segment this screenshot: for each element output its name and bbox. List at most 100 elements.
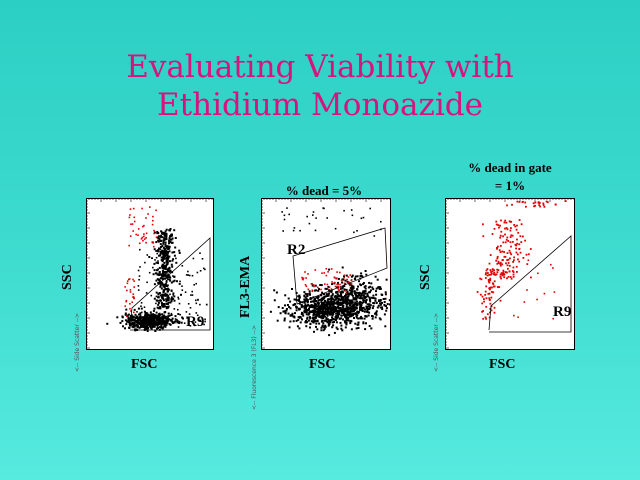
live-event <box>169 319 172 322</box>
live-event <box>341 306 344 309</box>
live-event <box>154 314 157 317</box>
dead-event <box>512 261 514 263</box>
live-event <box>326 318 329 321</box>
dead-event <box>305 285 308 288</box>
dead-event <box>145 237 147 239</box>
live-event <box>351 274 354 277</box>
plot3-title-line-1: % dead in gate <box>468 160 552 175</box>
live-event <box>311 284 314 287</box>
dead-event <box>496 255 499 258</box>
dead-event <box>140 238 143 240</box>
live-event <box>155 250 157 252</box>
live-event <box>167 297 169 300</box>
live-event <box>302 305 305 308</box>
live-event <box>145 326 148 329</box>
live-event <box>304 321 307 324</box>
dead-event <box>131 223 134 225</box>
live-event <box>329 297 332 300</box>
live-event <box>168 247 171 250</box>
live-event <box>159 243 162 246</box>
live-event <box>161 293 164 296</box>
dead-event <box>546 201 549 204</box>
live-event <box>159 284 162 287</box>
dead-event <box>132 278 134 281</box>
live-event <box>178 320 181 323</box>
dead-event <box>333 276 336 279</box>
live-event <box>165 300 168 303</box>
live-event <box>363 286 366 289</box>
live-event <box>359 305 362 308</box>
gate-region <box>292 227 388 305</box>
live-event <box>162 290 165 293</box>
dead-event <box>304 271 306 273</box>
live-event <box>177 308 179 311</box>
live-event <box>166 253 169 256</box>
live-event <box>157 296 159 299</box>
live-event <box>336 293 339 296</box>
live-event <box>366 303 369 306</box>
live-event <box>167 276 170 279</box>
live-event <box>158 247 160 250</box>
live-event <box>141 311 143 314</box>
live-event <box>153 283 156 286</box>
live-event <box>166 246 169 249</box>
live-event <box>350 305 353 308</box>
live-event <box>341 290 344 293</box>
dead-event <box>493 306 496 309</box>
dead-event <box>511 270 514 272</box>
live-event <box>356 288 359 291</box>
live-event <box>161 269 164 272</box>
dead-event <box>501 250 504 253</box>
live-event <box>314 320 317 323</box>
live-event <box>130 323 133 326</box>
live-event <box>131 322 134 325</box>
dead-event <box>155 236 158 239</box>
live-event <box>170 238 173 241</box>
live-event <box>289 320 292 323</box>
live-event <box>302 314 305 317</box>
live-event <box>157 323 160 326</box>
dead-event <box>498 249 501 252</box>
live-event <box>269 310 272 313</box>
plot2-xlabel: FSC <box>309 357 336 372</box>
live-event <box>186 317 188 319</box>
dead-event <box>505 221 508 224</box>
live-event <box>297 316 300 319</box>
live-event <box>337 301 340 304</box>
live-event <box>134 320 137 323</box>
live-event <box>165 276 168 279</box>
dead-event <box>485 305 488 308</box>
live-event <box>363 291 366 294</box>
live-event <box>140 321 143 324</box>
live-event <box>161 316 163 319</box>
dead-event <box>529 248 532 250</box>
live-event <box>284 304 286 307</box>
live-event <box>162 255 165 258</box>
dead-event <box>511 234 514 237</box>
live-event <box>323 301 326 304</box>
live-event <box>163 261 166 264</box>
dead-event <box>522 200 524 203</box>
live-event <box>168 245 171 248</box>
live-event <box>343 285 346 288</box>
live-event <box>163 254 166 257</box>
dead-event <box>143 238 146 240</box>
live-event <box>353 306 356 309</box>
dead-event <box>506 228 509 231</box>
live-event <box>173 299 176 302</box>
live-event <box>375 293 378 296</box>
dead-event <box>487 280 490 283</box>
live-event <box>157 281 160 284</box>
live-event <box>321 325 324 328</box>
live-event <box>156 327 158 330</box>
live-event <box>164 323 167 326</box>
live-event <box>350 315 353 318</box>
live-event <box>349 293 352 295</box>
live-event <box>167 256 170 258</box>
live-event <box>191 290 193 293</box>
live-event <box>374 299 377 302</box>
dead-event <box>502 272 504 275</box>
live-event <box>173 321 176 324</box>
live-event <box>359 317 362 320</box>
dead-event <box>314 269 317 271</box>
